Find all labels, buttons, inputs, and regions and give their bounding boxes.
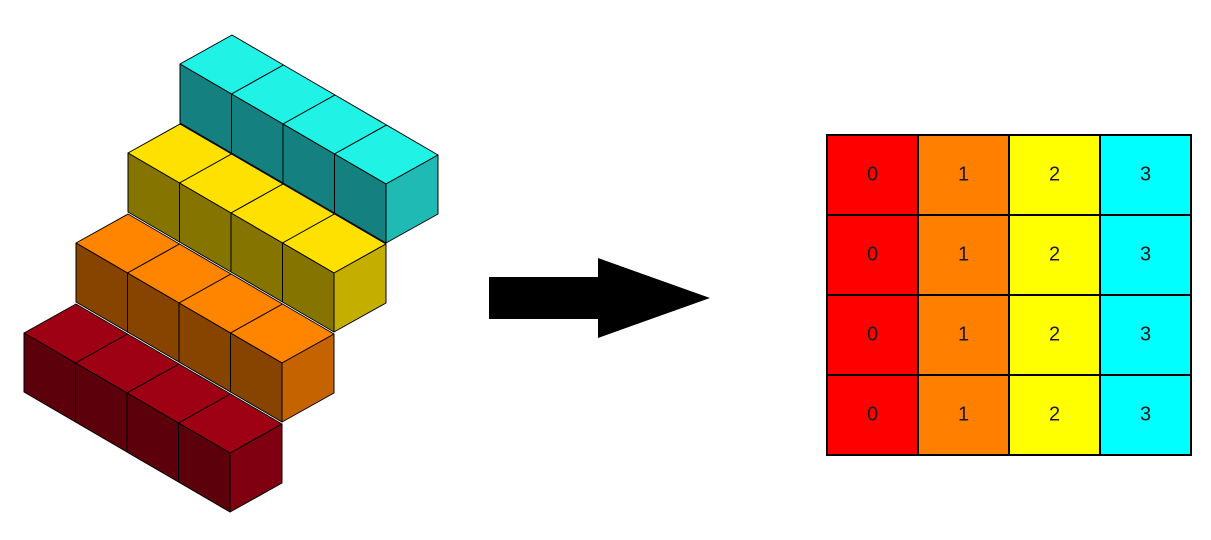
grid-cell: 0	[826, 374, 919, 456]
grid-cell-label: 2	[1049, 243, 1060, 265]
cube-side-face	[229, 423, 283, 513]
cube-side-face	[333, 243, 387, 333]
grid-cell: 1	[917, 214, 1010, 296]
grid-cell-label: 1	[958, 403, 969, 425]
grid-cell-background	[1008, 214, 1101, 296]
color-grid: 0 1 2 3 0 1 2 3 0 1 2 3 0 1 2 3	[826, 134, 1192, 456]
grid-cell-background	[1008, 294, 1101, 376]
cube	[282, 213, 387, 333]
cube-row-cyan	[179, 34, 439, 244]
grid-cell: 0	[826, 294, 919, 376]
grid-cell-label: 2	[1049, 323, 1060, 345]
grid-cell-background	[917, 374, 1010, 456]
cube	[230, 303, 335, 423]
grid-cell-label: 3	[1140, 163, 1151, 185]
isometric-cube-stack	[23, 34, 439, 513]
grid-cell-label: 1	[958, 163, 969, 185]
grid-cell-background	[917, 294, 1010, 376]
right-arrow-icon	[489, 258, 710, 338]
grid-cell-background	[1099, 214, 1192, 296]
grid-cell: 1	[917, 134, 1010, 216]
grid-cell-label: 3	[1140, 403, 1151, 425]
grid-cell: 3	[1099, 374, 1192, 456]
grid-cell-background	[1099, 294, 1192, 376]
cube-row-orange	[75, 213, 335, 423]
grid-cell-label: 2	[1049, 403, 1060, 425]
grid-cell-background	[826, 374, 919, 456]
grid-cell: 1	[917, 294, 1010, 376]
grid-cell-label: 3	[1140, 323, 1151, 345]
grid-cell-background	[917, 134, 1010, 216]
grid-cell-background	[826, 294, 919, 376]
grid-cell: 3	[1099, 294, 1192, 376]
grid-cell: 2	[1008, 294, 1101, 376]
cube-row-red	[23, 303, 283, 513]
grid-cell-label: 0	[867, 323, 878, 345]
grid-cell-label: 2	[1049, 163, 1060, 185]
grid-cell-label: 0	[867, 403, 878, 425]
grid-cell: 0	[826, 134, 919, 216]
grid-cell-label: 3	[1140, 243, 1151, 265]
grid-cell: 0	[826, 214, 919, 296]
cube	[178, 393, 283, 513]
grid-cell: 2	[1008, 214, 1101, 296]
cube-side-face	[385, 154, 439, 244]
cube-row-yellow	[127, 123, 387, 333]
grid-cell: 1	[917, 374, 1010, 456]
grid-cell-label: 0	[867, 243, 878, 265]
cube	[334, 124, 439, 244]
grid-cell: 2	[1008, 374, 1101, 456]
grid-cell: 3	[1099, 134, 1192, 216]
grid-cell: 3	[1099, 214, 1192, 296]
grid-cell: 2	[1008, 134, 1101, 216]
cube-side-face	[281, 333, 335, 423]
grid-cell-label: 0	[867, 163, 878, 185]
grid-cell-background	[1099, 374, 1192, 456]
grid-cell-label: 1	[958, 323, 969, 345]
grid-cell-label: 1	[958, 243, 969, 265]
grid-cell-background	[1008, 374, 1101, 456]
grid-cell-background	[826, 134, 919, 216]
